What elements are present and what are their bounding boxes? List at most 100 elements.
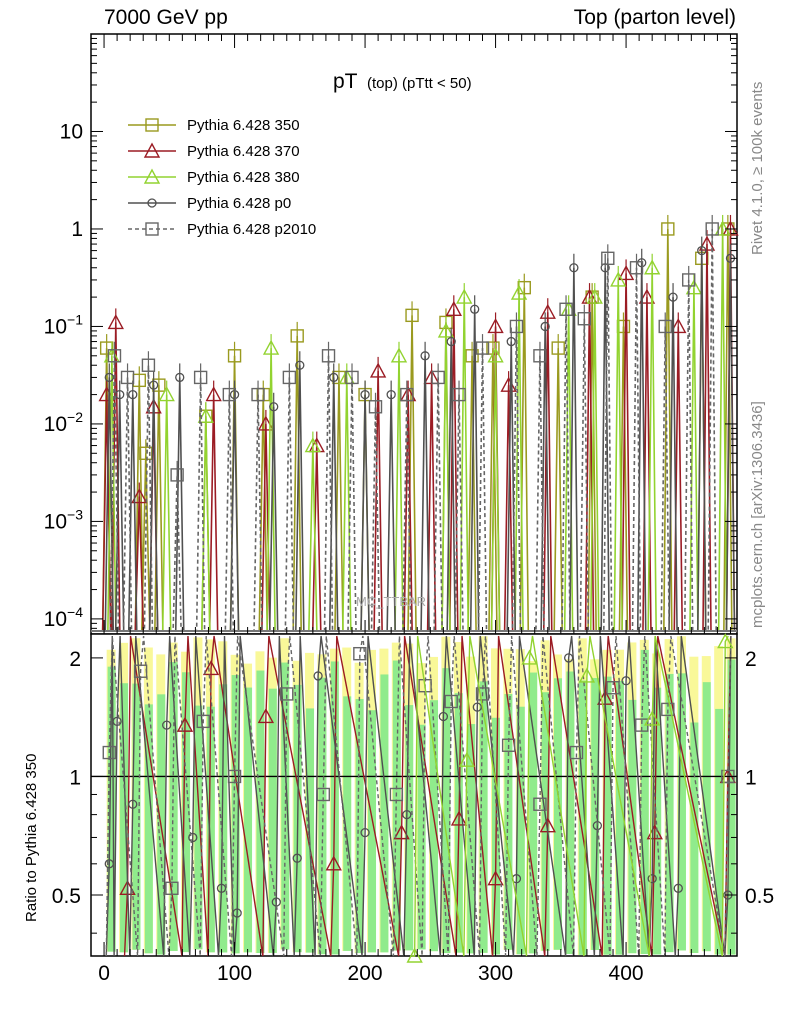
ratio-band-green <box>306 708 315 953</box>
ratio-band-green <box>504 694 513 950</box>
ratio-tick-label-left: 0.5 <box>52 885 81 908</box>
data-point <box>682 273 696 287</box>
data-point <box>668 292 678 302</box>
data-point <box>509 319 524 334</box>
ratio-point <box>112 716 122 727</box>
legend-marker <box>143 168 161 184</box>
legend-marker <box>147 198 157 208</box>
ratio-point <box>606 681 620 695</box>
data-point <box>638 288 656 304</box>
ratio-point <box>472 702 482 712</box>
data-point <box>446 336 456 347</box>
legend-entry: Pythia 6.428 p2010 <box>128 221 316 238</box>
ratio-point <box>661 702 675 717</box>
data-point <box>643 259 661 275</box>
data-point <box>400 387 414 402</box>
data-point <box>577 312 592 326</box>
ratio-band-green <box>132 683 141 950</box>
ratio-band-green <box>206 706 215 953</box>
ratio-point <box>165 881 179 895</box>
data-point <box>197 407 215 423</box>
ratio-band-green <box>615 681 624 955</box>
legend-label: Pythia 6.428 p2010 <box>187 221 316 238</box>
data-point <box>698 235 716 251</box>
ratio-point <box>501 738 516 752</box>
x-tick-label: 200 <box>348 962 383 985</box>
y-tick-label: 1 <box>71 218 83 241</box>
ratio-band-green <box>392 660 401 951</box>
data-point <box>390 347 408 363</box>
x-tick-label: 400 <box>609 962 644 985</box>
data-point <box>661 222 675 236</box>
ratio-point <box>227 769 242 784</box>
data-point <box>539 303 556 319</box>
ratio-point <box>475 687 490 701</box>
ratio-point <box>393 824 410 840</box>
data-point <box>697 245 707 256</box>
ratio-band-green <box>231 675 240 954</box>
legend-entry: Pythia 6.428 370 <box>128 142 300 160</box>
header-left: 7000 GeV pp <box>104 6 228 29</box>
ratio-tick-label-left: 2 <box>69 648 81 671</box>
data-point <box>470 304 480 314</box>
data-point <box>629 261 644 275</box>
ratio-point <box>673 883 683 893</box>
data-point <box>637 258 647 268</box>
ratio-point <box>162 720 172 730</box>
ratio-point <box>717 633 734 649</box>
ratio-band-green <box>268 688 277 953</box>
ratio-point <box>360 827 370 838</box>
data-point <box>617 264 635 281</box>
ratio-band-green <box>603 676 612 955</box>
data-point <box>420 351 430 361</box>
legend-label: Pythia 6.428 370 <box>187 143 300 160</box>
ratio-point <box>128 799 138 809</box>
ratio-band-green <box>690 722 699 953</box>
ratio-point <box>643 710 661 726</box>
data-point <box>227 349 242 363</box>
ratio-point <box>621 676 631 686</box>
ratio-band-green <box>467 724 476 954</box>
data-point <box>128 389 138 400</box>
ratio-point <box>389 787 404 802</box>
ratio-band-green <box>442 668 451 954</box>
ratio-point <box>578 667 596 683</box>
ratio-point <box>292 853 302 863</box>
y-tick-label: 10−1 <box>44 311 84 338</box>
plot-title-main: pT <box>333 70 358 93</box>
y-tick-label: 10 <box>60 120 83 143</box>
ratio-band-green <box>417 724 426 950</box>
x-tick-label: 100 <box>217 962 252 985</box>
ratio-band-green <box>405 705 414 951</box>
data-point <box>107 349 122 363</box>
ratio-band-green <box>529 672 538 954</box>
data-point <box>251 387 265 402</box>
data-point <box>360 389 370 400</box>
legend-marker <box>143 142 161 158</box>
y-tick-label: 10−4 <box>44 604 84 631</box>
data-point <box>369 362 387 378</box>
ratio-tick-label-right: 0.5 <box>745 885 774 908</box>
ratio-band-green <box>120 683 129 953</box>
plot-title-sub: (top) (pTtt < 50) <box>367 75 472 92</box>
ratio-point <box>313 671 323 681</box>
ratio-point <box>353 646 367 661</box>
data-point <box>475 341 490 355</box>
data-point <box>510 284 528 300</box>
ratio-point <box>325 855 342 871</box>
data-point <box>104 372 114 383</box>
data-point <box>533 349 547 363</box>
ratio-point <box>202 660 220 676</box>
ratio-band-green <box>591 677 600 950</box>
data-point <box>569 263 579 273</box>
x-tick-label: 0 <box>98 962 110 985</box>
data-point <box>222 387 237 402</box>
ratio-band-green <box>479 681 488 953</box>
plot-title: pT (top) (pTtt < 50) <box>333 70 472 93</box>
data-point <box>131 488 148 504</box>
ratio-band-green <box>182 672 191 953</box>
data-point <box>304 437 322 453</box>
data-point <box>329 372 339 383</box>
ratio-band-green <box>430 700 439 952</box>
ratio-point <box>102 745 116 760</box>
